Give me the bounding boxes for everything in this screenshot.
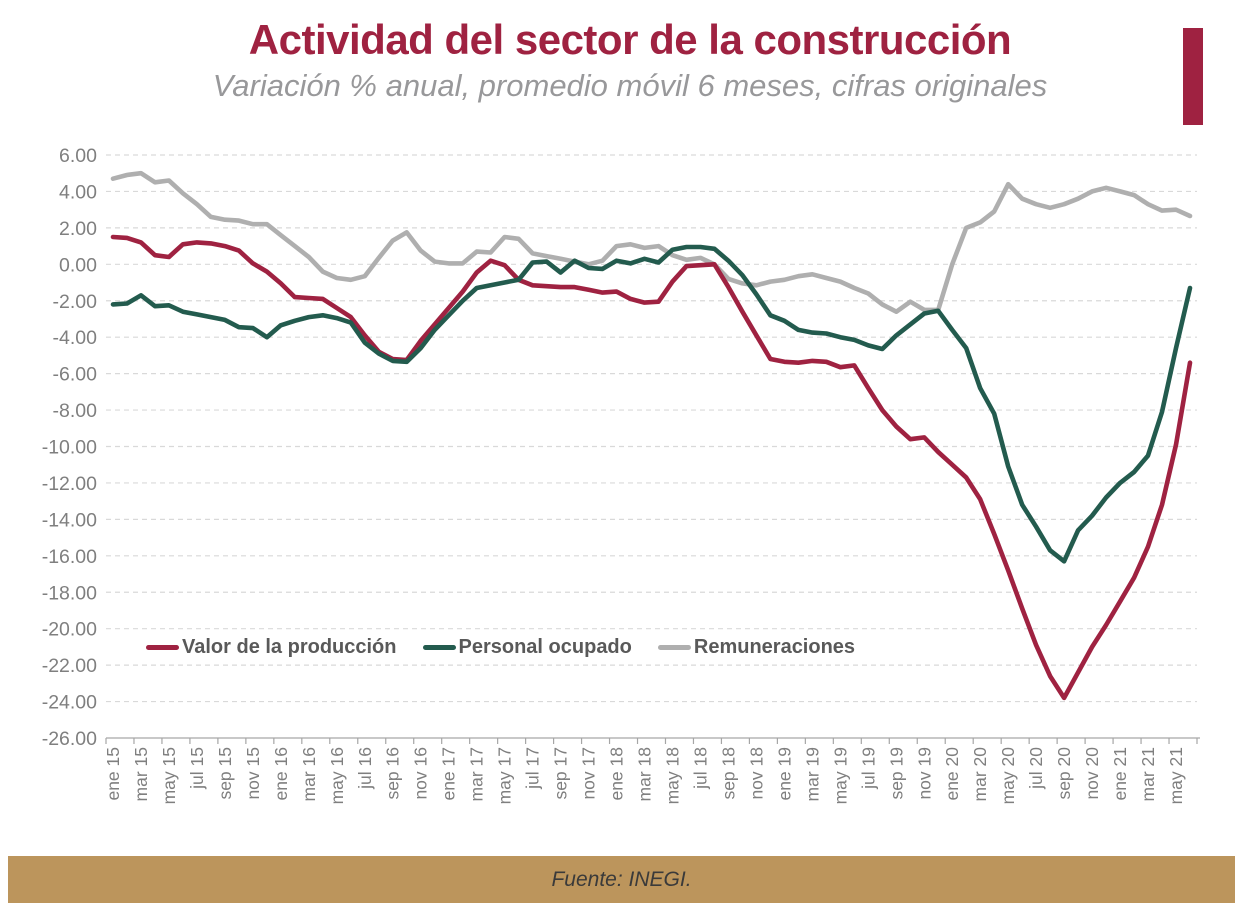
y-axis-label: 0.00 bbox=[59, 254, 97, 276]
x-axis-label: nov 20 bbox=[1082, 747, 1102, 800]
legend-item-valor: Valor de la producción bbox=[146, 636, 397, 659]
legend-label-personal: Personal ocupado bbox=[458, 636, 632, 658]
x-axis-label: sep 20 bbox=[1054, 747, 1074, 800]
x-axis-label: may 21 bbox=[1166, 747, 1186, 804]
x-axis-label: mar 19 bbox=[802, 747, 822, 801]
x-axis-label: mar 18 bbox=[635, 747, 655, 801]
x-axis-label: may 18 bbox=[662, 747, 682, 804]
x-axis-label: sep 17 bbox=[551, 747, 571, 800]
y-axis-label: -14.00 bbox=[42, 509, 97, 531]
x-axis-label: jul 15 bbox=[187, 747, 207, 790]
x-axis-label: jul 17 bbox=[523, 747, 543, 790]
legend-item-remuneraciones: Remuneraciones bbox=[657, 636, 856, 659]
x-axis-label: jul 18 bbox=[690, 747, 710, 790]
y-axis-label: -18.00 bbox=[42, 582, 97, 604]
x-axis-label: jul 16 bbox=[355, 747, 375, 790]
y-axis-label: -16.00 bbox=[42, 546, 97, 568]
title-accent-bar bbox=[1183, 28, 1203, 125]
y-axis-label: -2.00 bbox=[53, 291, 98, 313]
y-axis-label: 6.00 bbox=[59, 145, 97, 167]
x-axis-label: ene 19 bbox=[774, 747, 794, 801]
x-axis-label: may 16 bbox=[327, 747, 347, 804]
series-line-remuneraciones bbox=[110, 170, 1193, 314]
x-axis-label: sep 19 bbox=[886, 747, 906, 800]
x-axis-label: mar 20 bbox=[970, 747, 990, 802]
x-axis-label: nov 15 bbox=[243, 747, 263, 800]
x-axis-label: mar 21 bbox=[1138, 747, 1158, 801]
y-axis-label: -10.00 bbox=[42, 437, 97, 459]
legend-label-remuneraciones: Remuneraciones bbox=[693, 636, 856, 658]
y-axis-label: 4.00 bbox=[59, 181, 97, 203]
page-subtitle: Variación % anual, promedio móvil 6 mese… bbox=[212, 68, 1048, 104]
legend-swatch-valor bbox=[146, 645, 179, 650]
y-axis-label: -20.00 bbox=[42, 619, 97, 641]
x-axis-label: sep 16 bbox=[383, 747, 403, 800]
y-axis-label: -12.00 bbox=[42, 473, 97, 495]
footer-band: Fuente: INEGI. bbox=[8, 856, 1235, 903]
x-axis-label: ene 15 bbox=[103, 747, 123, 801]
x-axis-label: nov 19 bbox=[914, 747, 934, 800]
x-axis-label: sep 15 bbox=[215, 747, 235, 800]
y-axis-label: -26.00 bbox=[42, 728, 97, 750]
source-note: Fuente: INEGI. bbox=[551, 867, 692, 891]
page-title: Actividad del sector de la construcción bbox=[248, 16, 1012, 63]
series-line-valor bbox=[110, 234, 1193, 701]
chart-canvas: 6.00 4.00 2.00 0.00 -2.00 -4.00 -6.00 -8.00 -10.… bbox=[42, 145, 1200, 805]
x-axis-label: may 17 bbox=[495, 747, 515, 804]
chart-legend: Valor de la producción Personal ocupado … bbox=[146, 636, 855, 659]
x-axis-label: mar 17 bbox=[467, 747, 487, 801]
legend-swatch-remuneraciones bbox=[657, 645, 691, 650]
x-axis-label: mar 15 bbox=[131, 747, 151, 801]
y-axis-label: -4.00 bbox=[53, 327, 98, 349]
x-axis-label: ene 21 bbox=[1110, 747, 1130, 801]
x-axis-label: may 19 bbox=[830, 747, 850, 804]
series-line-personal bbox=[110, 244, 1193, 564]
legend-item-personal: Personal ocupado bbox=[422, 636, 632, 659]
x-axis-label: sep 18 bbox=[718, 747, 738, 800]
x-axis-label: ene 20 bbox=[942, 747, 962, 801]
x-axis-label: jul 20 bbox=[1026, 747, 1046, 790]
x-axis-label: nov 18 bbox=[746, 747, 766, 800]
x-axis-label: ene 17 bbox=[439, 747, 459, 801]
legend-swatch-personal bbox=[422, 645, 456, 650]
y-axis-label: -22.00 bbox=[42, 655, 97, 677]
header: Actividad del sector de la construcción … bbox=[70, 16, 1190, 104]
x-axis-label: ene 18 bbox=[607, 747, 627, 801]
y-axis-label: -8.00 bbox=[53, 400, 98, 422]
x-axis-label: may 20 bbox=[998, 747, 1018, 805]
x-axis-label: may 15 bbox=[159, 747, 179, 804]
x-axis-label: jul 19 bbox=[858, 747, 878, 790]
x-axis-label: mar 16 bbox=[299, 747, 319, 801]
y-axis-label: 2.00 bbox=[59, 218, 97, 240]
x-axis-label: ene 16 bbox=[271, 747, 291, 801]
legend-label-valor: Valor de la producción bbox=[182, 636, 397, 658]
x-axis-label: nov 17 bbox=[579, 747, 599, 800]
x-axis-label: nov 16 bbox=[411, 747, 431, 800]
y-axis-label: -24.00 bbox=[42, 692, 97, 714]
y-axis-label: -6.00 bbox=[53, 364, 98, 386]
